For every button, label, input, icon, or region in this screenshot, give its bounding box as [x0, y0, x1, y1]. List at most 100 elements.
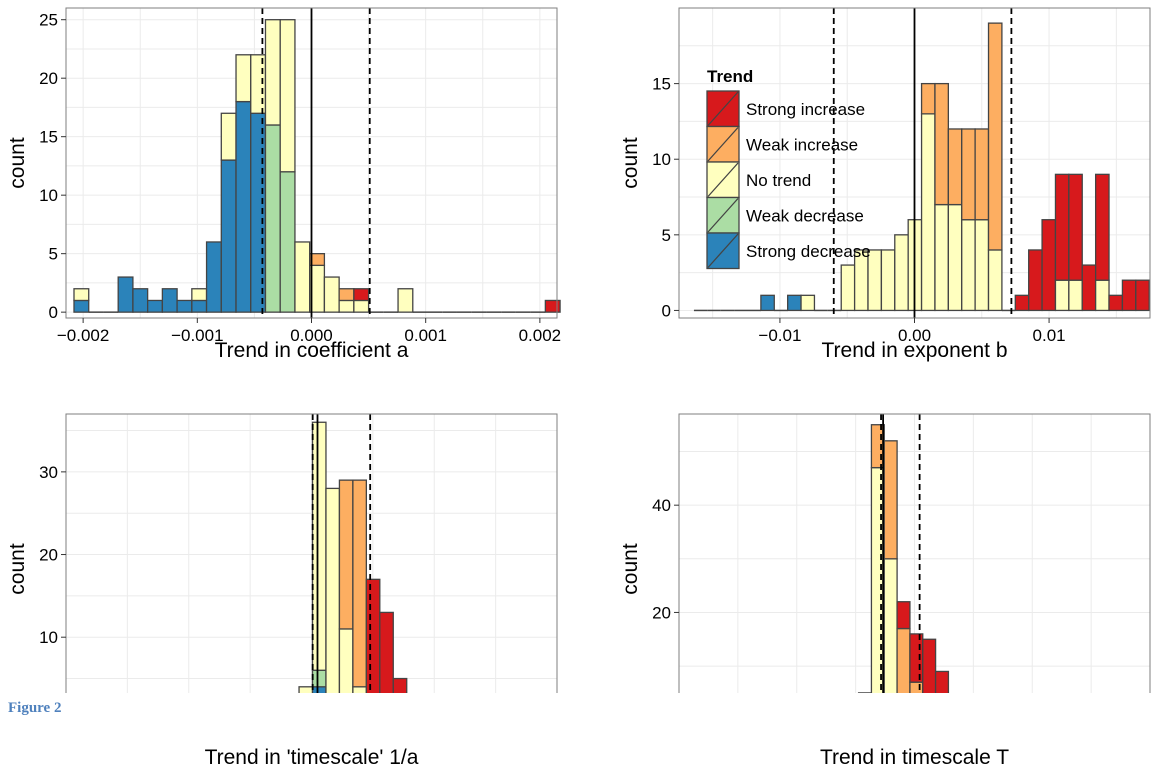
bar-segment-no-trend	[325, 487, 341, 693]
bar-segment-strong-increase	[1068, 173, 1083, 281]
bar-segment-strong-decrease	[176, 299, 193, 313]
bar-segment-no-trend	[73, 288, 90, 302]
bar-segment-strong-increase	[1135, 279, 1150, 312]
bar-segment-no-trend	[857, 692, 873, 693]
bar-segment-weak-increase	[961, 128, 976, 221]
bar-segment-no-trend	[264, 19, 281, 126]
bar-segment-weak-increase	[934, 82, 949, 206]
legend-swatch-slash	[707, 127, 739, 162]
bar-segment-strong-decrease	[117, 276, 134, 313]
bar-segment-strong-increase	[1013, 714, 1026, 719]
bar-segment-no-trend	[936, 704, 949, 720]
bar-segment-no-trend	[961, 714, 974, 719]
bar-segment-strong-decrease	[205, 241, 222, 313]
legend-swatch-slash	[707, 162, 739, 197]
bar-segment-strong-increase	[922, 638, 937, 693]
chart-panel-1: 0 5 10 15 20 25 −0.002 −0.001 0.000 0.001 0.002 cou…	[6, 7, 562, 345]
bar-segment-strong-decrease	[311, 686, 327, 693]
bar-segment-weak-increase	[883, 440, 898, 560]
bar-segment-no-trend	[353, 299, 370, 313]
bar-segment-weak-increase	[896, 627, 911, 693]
x-axis-label: Trend in exponent b	[821, 339, 1007, 362]
bar-segment-strong-increase	[379, 611, 394, 693]
y-tick-label: 30	[39, 463, 58, 482]
legend-swatch-slash	[707, 91, 739, 126]
bar-segment-strong-increase	[501, 703, 514, 720]
y-tick-label: 0	[662, 301, 671, 320]
bar-segment-no-trend	[1054, 279, 1070, 312]
x-tick-label: 0.002	[519, 326, 562, 345]
bar-segment-strong-increase	[1028, 249, 1043, 312]
bar-segment-no-trend	[286, 703, 299, 720]
y-tick-label: 20	[652, 603, 671, 622]
y-tick-label: 15	[652, 75, 671, 94]
x-tick-label: 0.000	[290, 326, 333, 345]
bar-segment-no-trend	[397, 288, 414, 313]
bar-segment-weak-increase	[338, 479, 354, 630]
bar-segment-strong-increase	[420, 703, 433, 720]
bar-segment-strong-decrease	[743, 714, 756, 719]
bar-segment-no-trend	[961, 219, 976, 312]
bar-segment-no-trend	[833, 714, 846, 719]
bar-segment-strong-increase	[447, 712, 460, 720]
bar-segment-strong-decrease	[191, 299, 208, 313]
bar-segment-strong-increase	[1094, 173, 1110, 281]
y-tick-label: 10	[39, 628, 58, 647]
bar-segment-weak-increase	[309, 253, 326, 267]
bar-segment-strong-increase	[353, 288, 370, 302]
y-tick-label: 0	[662, 711, 671, 730]
bar-segment-strong-increase	[407, 695, 420, 720]
bar-segment-strong-increase	[896, 601, 911, 630]
x-axis-label: Trend in coefficient a	[215, 339, 409, 362]
x-tick-label: 0.001	[404, 326, 447, 345]
bar-segment-weak-decrease	[311, 669, 327, 688]
x-tick-label: −0.01	[758, 326, 801, 345]
bar-segment-no-trend	[923, 698, 936, 719]
bar-segment-strong-increase	[961, 709, 974, 714]
bar-segment-weak-increase	[920, 82, 936, 115]
y-tick-label: 40	[652, 496, 671, 515]
bar-segment-strong-increase	[1054, 173, 1070, 281]
bar-segment-no-trend	[934, 203, 949, 312]
bar-segment-strong-decrease	[299, 703, 312, 720]
legend: Trend Strong increase Weak increase No tren…	[706, 67, 871, 270]
bar-segment-no-trend	[846, 709, 859, 720]
bar-segment-weak-increase	[974, 128, 990, 221]
bar-segment-no-trend	[800, 294, 816, 312]
bar-segment-strong-decrease	[132, 288, 149, 313]
x-tick-label: 0.00	[898, 326, 931, 345]
bar-segment-strong-increase	[528, 703, 541, 720]
bar-segment-no-trend	[338, 628, 354, 693]
bar-segment-strong-increase	[392, 677, 408, 693]
y-tick-label: 10	[39, 186, 58, 205]
bar-segment-strong-increase	[1121, 279, 1137, 312]
bar-segment-no-trend	[820, 714, 833, 719]
bar-segment-strong-increase	[1115, 714, 1128, 719]
bar-segment-no-trend	[191, 288, 208, 302]
y-tick-label: 5	[49, 245, 58, 264]
bar-segment-no-trend	[987, 249, 1003, 312]
bar-segment-strong-increase	[365, 578, 381, 693]
bar-segment-weak-increase	[366, 703, 379, 711]
bar-segment-no-trend	[920, 113, 936, 312]
y-tick-label: 0	[49, 303, 58, 322]
y-axis-label: count	[619, 543, 642, 595]
bar-segment-strong-increase	[1041, 219, 1057, 312]
chart-panel-4: 0 20 40 count	[619, 413, 1151, 730]
bar-segment-strong-decrease	[73, 299, 90, 313]
bar-segment-no-trend	[298, 686, 314, 693]
bar-segment-no-trend	[974, 219, 990, 312]
bar-segment-strong-increase	[909, 633, 924, 683]
bar-segment-no-trend	[352, 686, 367, 693]
bar-segment-strong-increase	[948, 698, 961, 719]
bar-segment-no-trend	[279, 19, 296, 173]
bar-segment-strong-decrease	[220, 159, 237, 313]
bar-segment-strong-increase	[544, 299, 561, 313]
bar-segment-no-trend	[1094, 279, 1110, 312]
bar-segment-strong-increase	[974, 709, 987, 714]
bars	[693, 22, 1150, 312]
x-axis-label: Trend in timescale T	[820, 746, 1009, 767]
bar-segment-weak-decrease	[264, 124, 281, 313]
